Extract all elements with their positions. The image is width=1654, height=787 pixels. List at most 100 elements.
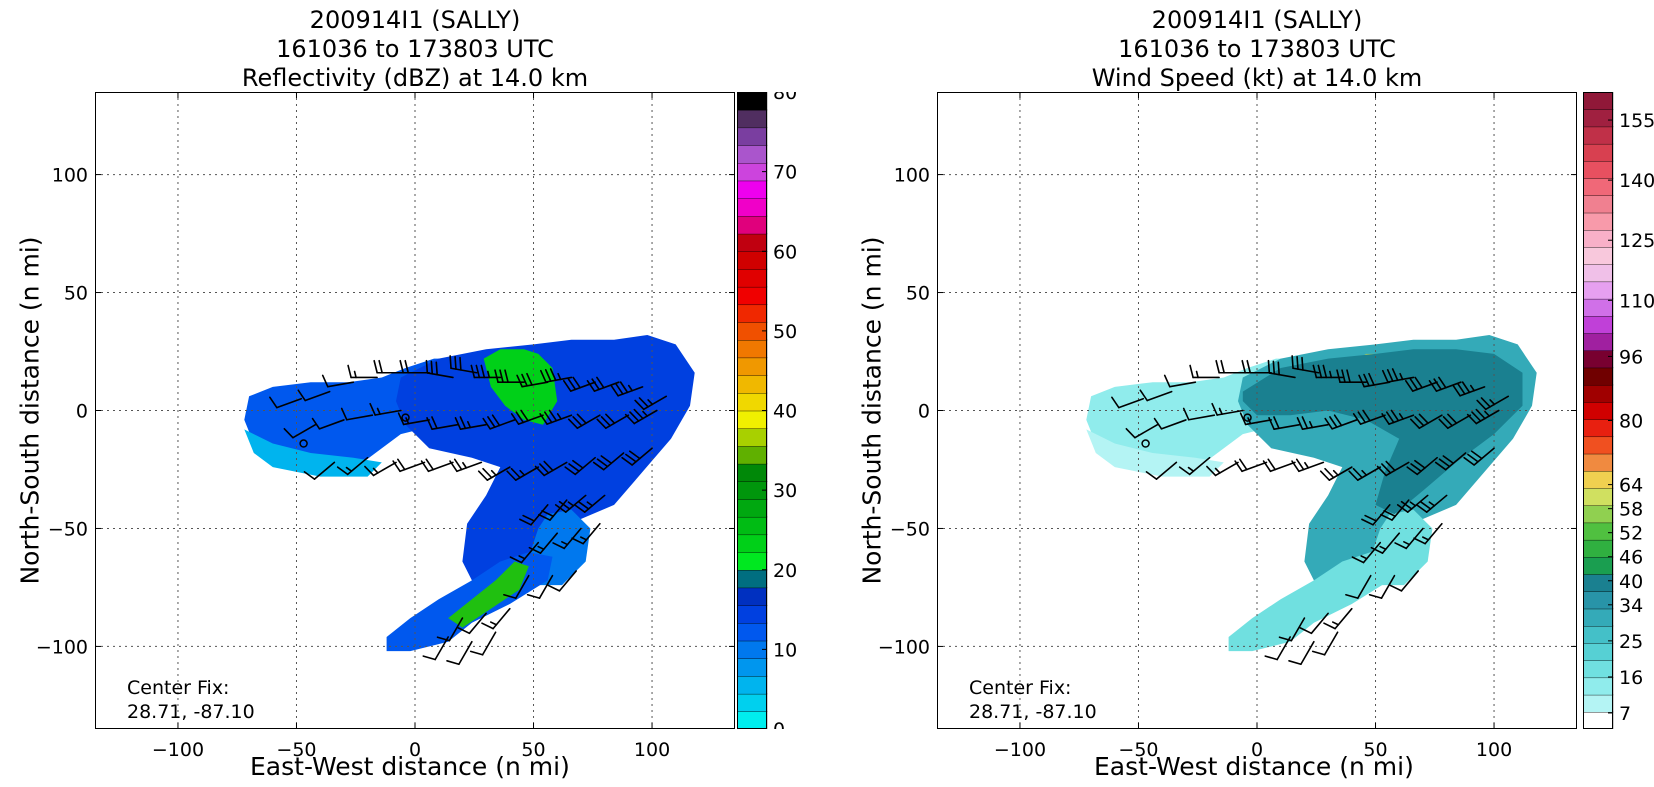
wind-barb bbox=[369, 402, 402, 416]
y-tick-label: 100 bbox=[52, 165, 88, 187]
wind-barb bbox=[1370, 532, 1401, 554]
colorbar-cell bbox=[1582, 177, 1614, 197]
colorbar-label: 40 bbox=[1619, 571, 1643, 593]
wind-barb bbox=[528, 532, 559, 554]
barb-flag bbox=[1267, 458, 1276, 471]
wind-barb bbox=[1409, 413, 1443, 430]
wind-barb bbox=[562, 376, 596, 392]
barb-half-flag bbox=[1398, 413, 1404, 420]
wind-barb bbox=[481, 607, 511, 630]
barb-flag bbox=[548, 409, 558, 422]
wind-barb bbox=[336, 456, 369, 476]
barb-flag bbox=[591, 378, 600, 391]
wind-barb bbox=[596, 413, 630, 430]
barb-flag bbox=[521, 373, 528, 387]
y-tick-label: 50 bbox=[64, 283, 88, 305]
wind-speed-colorbar: 7 16 25 34 40 46 52 58 64 80 96 110 125 140 155 bbox=[1582, 91, 1654, 733]
barb-flag bbox=[509, 556, 523, 564]
colorbar-cell bbox=[736, 693, 768, 712]
colorbar-label: 64 bbox=[1619, 475, 1643, 497]
barb-flag bbox=[1428, 380, 1438, 392]
barb-flag bbox=[499, 369, 504, 383]
colorbar-label: 58 bbox=[1619, 499, 1643, 521]
wind-barb bbox=[1368, 574, 1396, 599]
colorbar-cell bbox=[736, 587, 768, 606]
barb-flag bbox=[1278, 636, 1293, 642]
barb-half-flag bbox=[1422, 536, 1430, 541]
colorbar-label: 60 bbox=[773, 241, 797, 263]
colorbar-label: 50 bbox=[773, 321, 797, 343]
barb-flag bbox=[487, 416, 496, 428]
wind-barb bbox=[373, 359, 404, 374]
wind-barb bbox=[399, 359, 431, 374]
barb-flag bbox=[1438, 418, 1449, 430]
barb-flag bbox=[1463, 456, 1475, 466]
barb-flag bbox=[544, 369, 552, 382]
colorbar-cell bbox=[736, 604, 768, 624]
reflectivity-colorbar-svg: 0 10 20 30 40 50 60 70 80 bbox=[736, 82, 797, 741]
barb-staff bbox=[318, 419, 345, 430]
wind-barb bbox=[1178, 456, 1211, 476]
wind-barb bbox=[422, 636, 449, 661]
wind-barb bbox=[540, 368, 573, 383]
barb-half-flag bbox=[345, 466, 353, 472]
wind-barb bbox=[1312, 364, 1344, 379]
barb-flag bbox=[454, 417, 462, 430]
barb-half-flag bbox=[1361, 469, 1368, 476]
wind-barb bbox=[592, 452, 625, 471]
wind-barb bbox=[1323, 607, 1353, 630]
barb-staff bbox=[1117, 397, 1145, 409]
wind-barb bbox=[321, 374, 355, 388]
barb-half-flag bbox=[537, 545, 545, 551]
barb-flag bbox=[1380, 513, 1393, 521]
barb-flag bbox=[541, 510, 555, 518]
colorbar-label: 80 bbox=[773, 92, 797, 104]
wind-barb bbox=[477, 466, 511, 481]
barb-flag bbox=[1301, 356, 1304, 371]
barb-staff bbox=[538, 574, 554, 599]
barb-flag bbox=[1178, 466, 1191, 476]
wind-barb bbox=[1382, 368, 1415, 383]
barb-flag bbox=[392, 460, 401, 473]
colorbar-cell bbox=[736, 251, 768, 270]
wind-barb bbox=[1438, 413, 1472, 430]
barb-flag bbox=[1376, 465, 1387, 477]
wind-speed-plot-svg: −100 −50 0 50 100 −100 −50 0 50 100 bbox=[878, 92, 1577, 761]
reflectivity-title: 200914I1 (SALLY) 161036 to 173803 UTC Re… bbox=[95, 6, 735, 93]
wind-barb bbox=[283, 423, 317, 439]
barb-flag bbox=[1358, 374, 1365, 388]
colorbar-cell bbox=[1582, 350, 1614, 369]
barb-flag bbox=[547, 584, 561, 592]
barb-flag bbox=[1389, 584, 1403, 592]
barb-flag bbox=[378, 359, 383, 374]
barb-half-flag bbox=[1403, 541, 1411, 546]
colorbar-label: 34 bbox=[1619, 595, 1643, 617]
barb-flag bbox=[552, 542, 566, 550]
barb-flag bbox=[369, 402, 376, 416]
colorbar-cell bbox=[1582, 677, 1614, 696]
wind-barb bbox=[1189, 364, 1220, 379]
barb-staff bbox=[558, 570, 577, 592]
barb-flag bbox=[1480, 397, 1491, 408]
colorbar-cell bbox=[1582, 418, 1614, 438]
barb-flag bbox=[477, 470, 489, 481]
barb-flag bbox=[516, 374, 523, 388]
barb-flag bbox=[1336, 369, 1341, 383]
x-tick-label: 0 bbox=[409, 739, 421, 761]
wind-barb bbox=[538, 499, 568, 521]
barb-flag bbox=[577, 500, 590, 510]
barb-flag bbox=[572, 376, 581, 389]
wind-barb bbox=[567, 413, 601, 430]
barb-flag bbox=[347, 364, 352, 379]
wind-barb bbox=[634, 395, 668, 411]
colorbar-cell bbox=[736, 410, 768, 429]
barb-flag bbox=[1234, 460, 1243, 473]
barb-flag bbox=[1391, 368, 1399, 382]
barb-flag bbox=[538, 513, 551, 521]
wind-barb bbox=[1234, 458, 1268, 473]
barb-flag bbox=[1390, 409, 1400, 422]
wind-barb bbox=[610, 381, 644, 397]
barb-flag bbox=[592, 461, 605, 471]
barb-flag bbox=[600, 455, 613, 465]
wind-barb bbox=[1396, 494, 1429, 513]
